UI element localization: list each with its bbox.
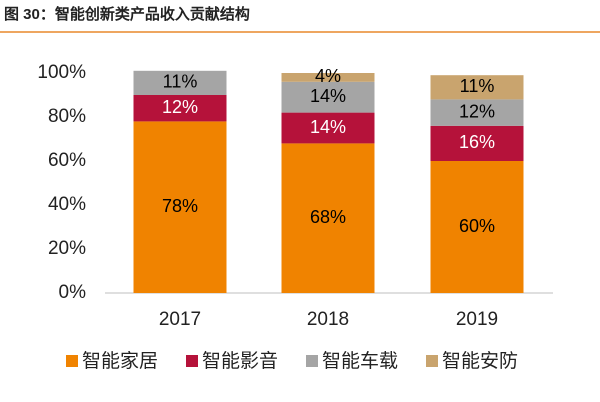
data-label: 68% [310, 207, 346, 227]
y-tick-label: 80% [48, 106, 86, 127]
legend-label: 智能安防 [442, 350, 518, 372]
y-tick-label: 100% [37, 62, 86, 83]
legend-swatch [426, 355, 438, 367]
legend-label: 智能影音 [202, 350, 278, 372]
chart-title: 图 30：智能创新类产品收入贡献结构 [4, 5, 250, 23]
data-label: 4% [315, 66, 341, 86]
data-label: 12% [459, 101, 495, 121]
bar-segment [430, 161, 524, 293]
legend-label: 智能车载 [322, 350, 398, 372]
y-tick-label: 0% [59, 282, 87, 303]
data-label: 14% [310, 117, 346, 137]
bar-segment [133, 121, 227, 294]
data-label: 11% [460, 76, 495, 96]
bar-segment [281, 112, 375, 144]
data-label: 60% [459, 216, 495, 236]
x-tick-label: 2019 [456, 309, 498, 330]
bar-segment [281, 81, 375, 113]
data-label: 16% [459, 132, 495, 152]
bar-segment [281, 73, 375, 82]
y-tick-label: 40% [48, 194, 86, 215]
x-tick-label: 2018 [307, 309, 349, 330]
legend-swatch [66, 355, 78, 367]
legend-swatch [306, 355, 318, 367]
bar-segment [430, 75, 524, 100]
y-tick-label: 20% [48, 238, 86, 259]
data-label: 12% [162, 97, 198, 117]
bar-segment [133, 95, 227, 122]
bar-segment [430, 125, 524, 161]
legend-swatch [186, 355, 198, 367]
data-label: 14% [310, 86, 346, 106]
bar-segment [430, 99, 524, 126]
data-label: 11% [163, 72, 198, 92]
y-tick-label: 60% [48, 150, 86, 171]
bar-segment [133, 70, 227, 95]
data-label: 78% [162, 196, 198, 216]
x-tick-label: 2017 [159, 309, 201, 330]
legend-label: 智能家居 [82, 350, 158, 372]
bar-segment [281, 143, 375, 293]
